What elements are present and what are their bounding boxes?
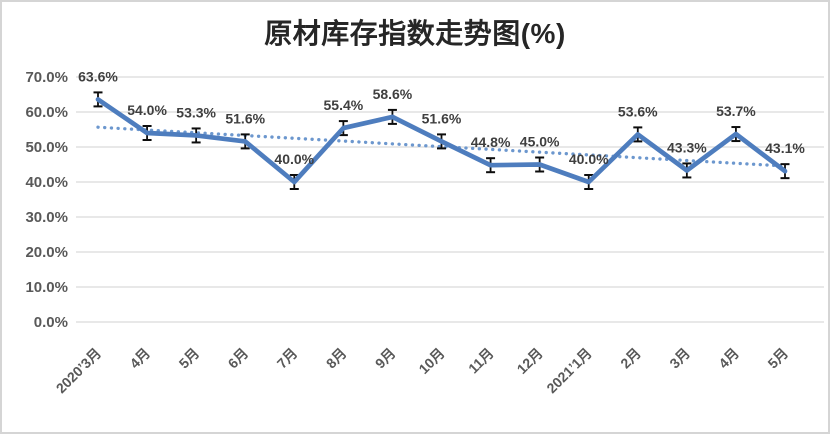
data-point-label: 44.8% [471,134,511,150]
x-axis-tick-label: 2020’3月 [53,345,104,396]
x-axis-tick-label: 3月 [666,345,693,372]
data-point-label: 53.3% [176,104,216,120]
series-line [95,97,788,185]
data-point-label: 43.1% [765,140,805,156]
data-point-label: 43.3% [667,139,707,155]
x-axis-tick-label: 11月 [465,345,497,377]
data-point-label: 53.6% [618,103,658,119]
trendline-dotted [96,125,787,168]
x-axis-tick-label: 10月 [415,345,447,377]
data-point-label: 55.4% [324,97,364,113]
y-axis-tick-label: 30.0% [25,209,68,226]
data-point-label: 54.0% [127,102,167,118]
data-point-label: 51.6% [225,110,265,126]
data-point-label: 58.6% [373,86,413,102]
x-axis-tick-label: 5月 [764,345,791,372]
y-axis-tick-label: 40.0% [25,174,68,191]
y-axis-tick-label: 60.0% [25,104,68,121]
x-axis-tick-label: 12月 [514,345,546,377]
x-axis-tick-label: 7月 [274,345,301,372]
data-point-label: 40.0% [569,151,609,167]
chart-title: 原材库存指数走势图(%) [264,18,566,49]
y-axis-tick-label: 0.0% [34,314,68,331]
x-axis-tick-label: 2021’1月 [543,345,594,396]
x-axis-tick-label: 9月 [372,345,399,372]
x-axis-tick-label: 6月 [225,345,252,372]
x-axis-tick-label: 8月 [323,345,350,372]
x-axis-tick-label: 2月 [617,345,644,372]
x-axis-tick-label: 4月 [715,345,742,372]
x-axis-tick-label: 5月 [176,345,203,372]
x-axis-tick-label: 4月 [126,345,153,372]
data-point-label: 51.6% [422,110,462,126]
data-point-label: 63.6% [78,68,118,84]
y-axis-tick-label: 70.0% [25,69,68,86]
y-axis-tick-label: 20.0% [25,244,68,261]
data-point-label: 53.7% [716,103,756,119]
y-axis-tick-label: 50.0% [25,139,68,156]
data-point-label: 45.0% [520,134,560,150]
data-point-label: 40.0% [274,151,314,167]
y-axis-tick-label: 10.0% [25,279,68,296]
